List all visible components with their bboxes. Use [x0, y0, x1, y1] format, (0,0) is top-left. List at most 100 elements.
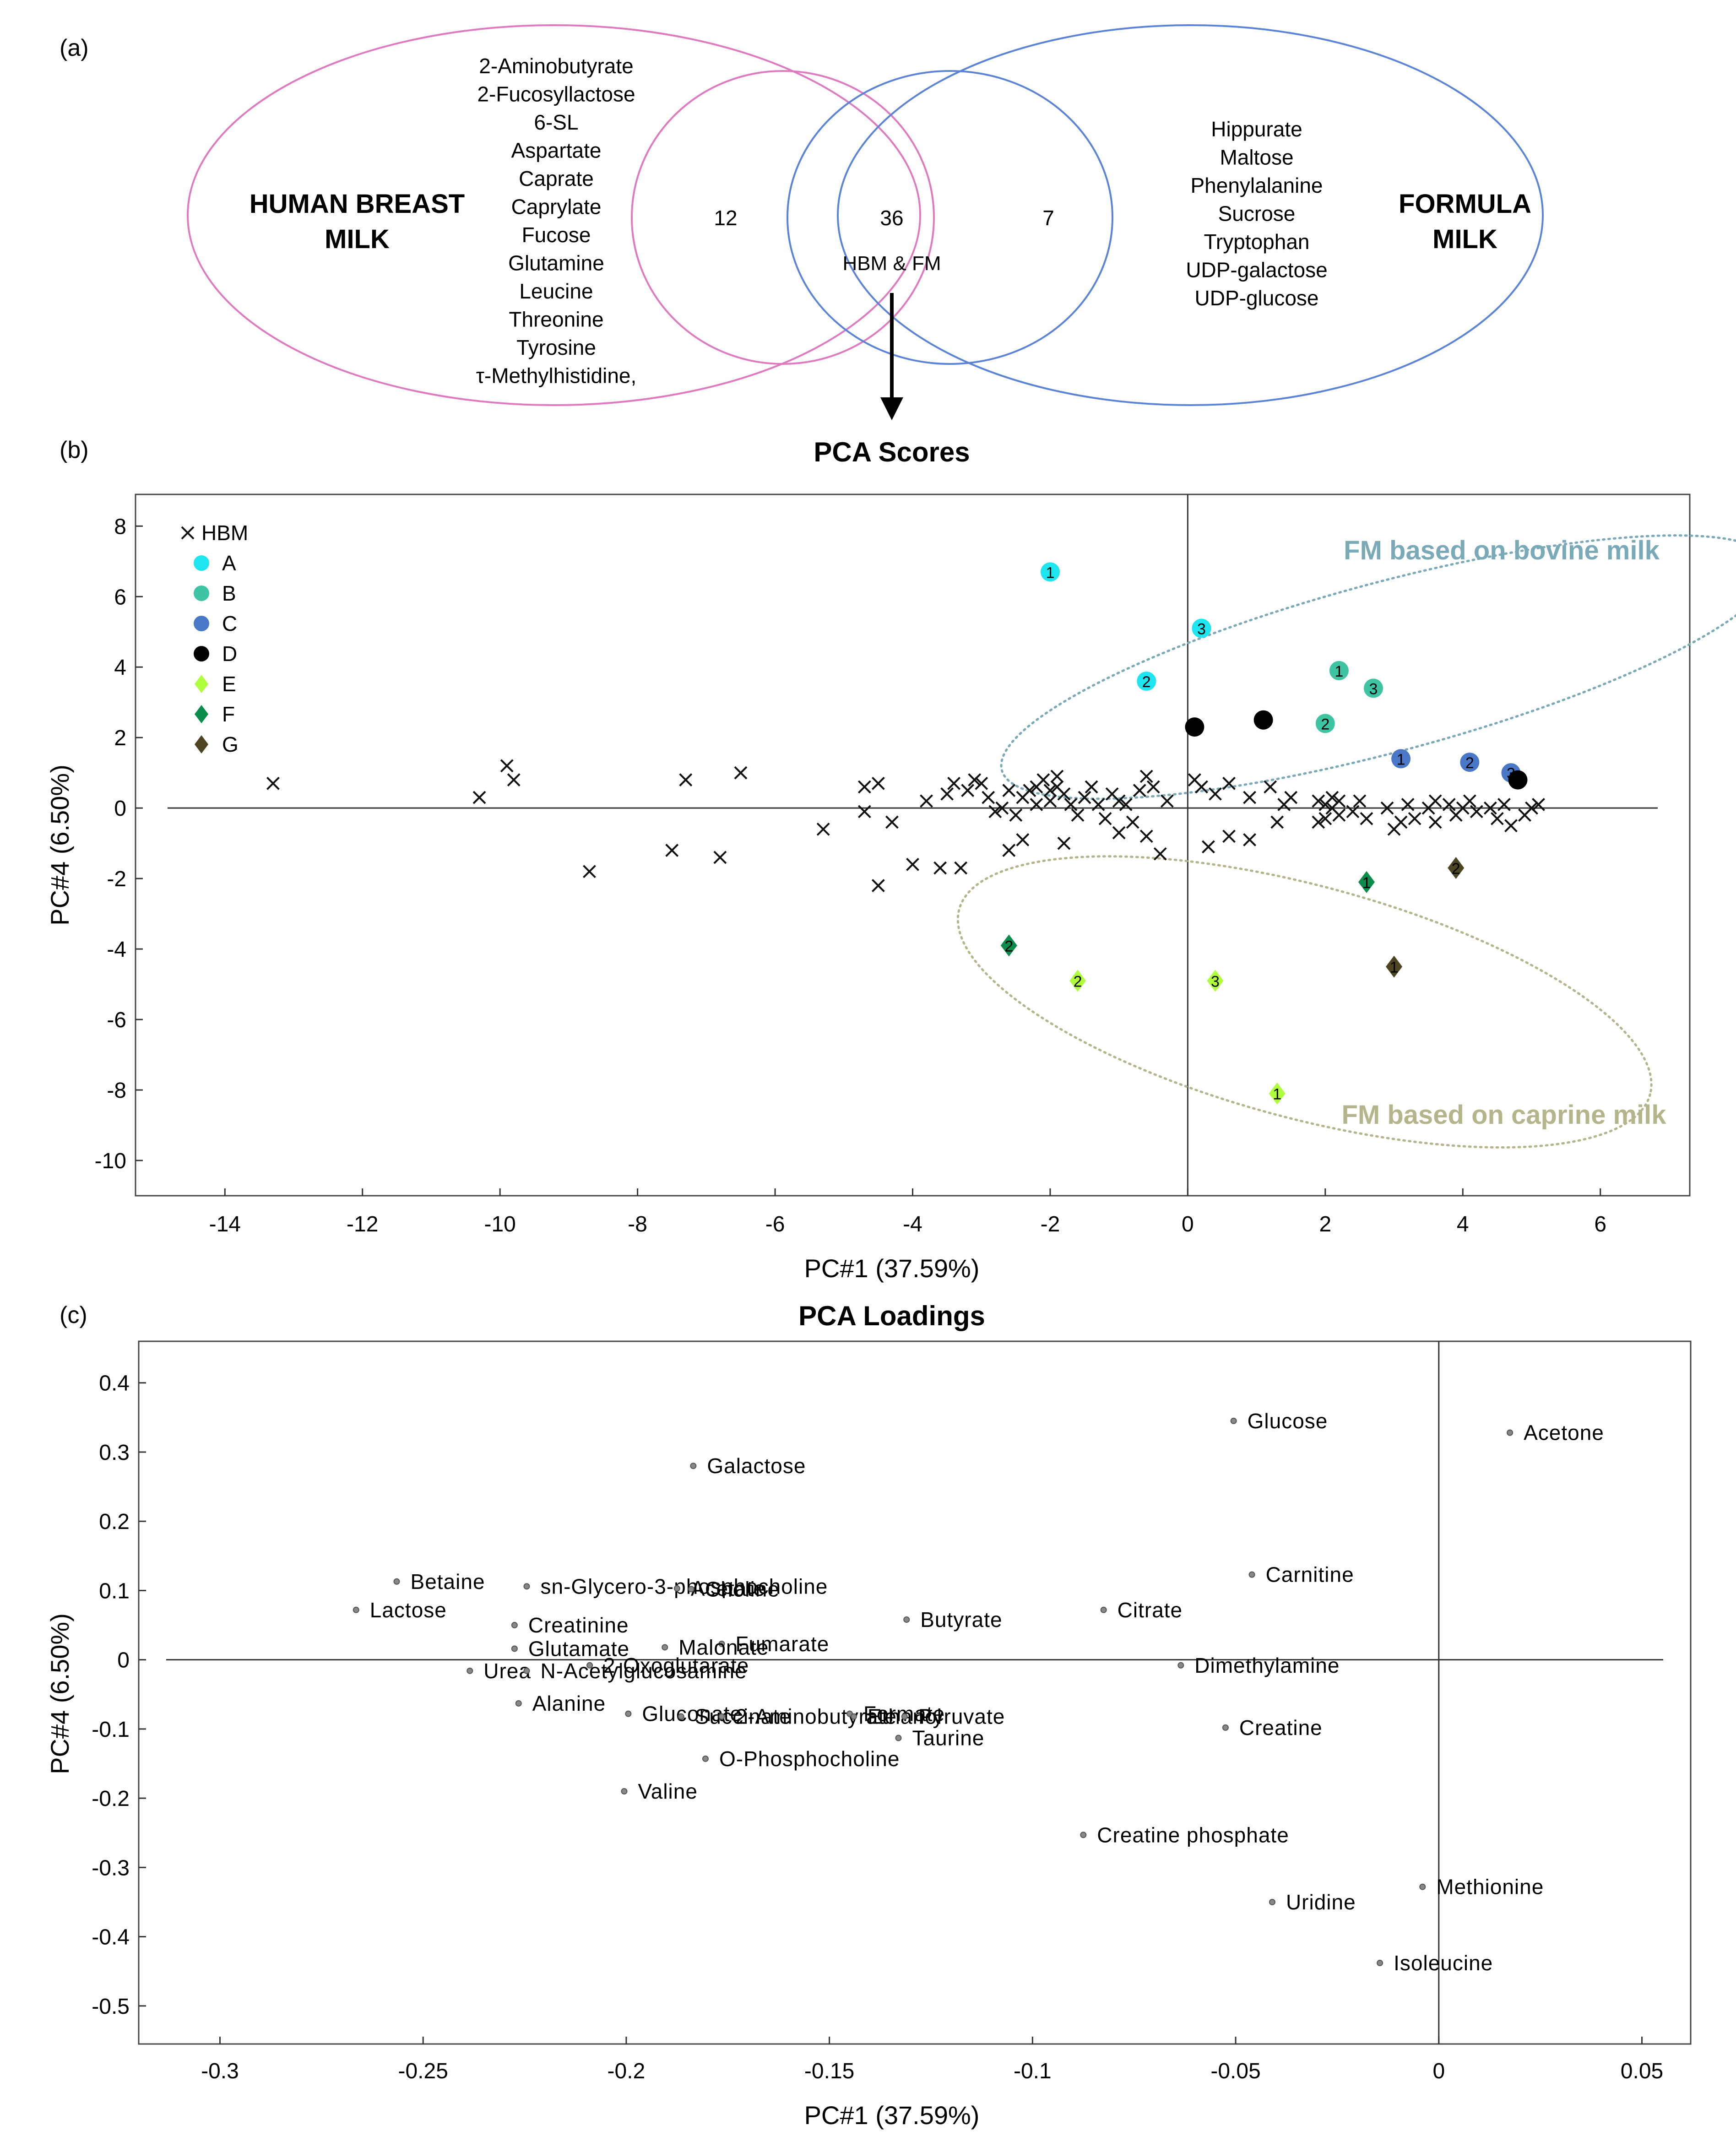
loading-marker	[523, 1583, 530, 1590]
loading-marker	[1100, 1606, 1107, 1613]
cross-stroke	[1105, 787, 1119, 801]
cross-stroke	[933, 861, 947, 875]
legend-hbm-marker	[181, 526, 195, 540]
cross-stroke	[1016, 833, 1030, 846]
panel-a-label: (a)	[60, 35, 89, 61]
cross-stroke	[500, 759, 514, 773]
hbm-point	[961, 784, 975, 797]
cross-stroke	[1002, 844, 1016, 857]
hbm-point	[1490, 812, 1504, 825]
cross-stroke	[1064, 798, 1078, 811]
loading-label: Citrate	[1118, 1598, 1183, 1622]
hbm-point	[713, 851, 727, 864]
panel-b-label: (b)	[60, 437, 89, 463]
loadings-xtick-label: 0.05	[1621, 2059, 1663, 2083]
cross-stroke	[968, 773, 982, 786]
hbm-point	[871, 879, 885, 892]
hbm-point	[1483, 801, 1497, 815]
legend-circle-marker	[194, 586, 209, 601]
hbm-outer-ellipse	[187, 24, 921, 406]
cross-stroke	[871, 776, 885, 790]
scores-confidence-ellipse	[1000, 534, 1736, 800]
cross-stroke	[1098, 812, 1112, 825]
cross-stroke	[1036, 773, 1050, 786]
scores-ytick-label: 8	[114, 515, 126, 539]
legend-item-G: G	[195, 732, 239, 756]
cross-stroke	[1532, 798, 1545, 811]
loading-marker	[1377, 1960, 1383, 1967]
hbm-point	[1160, 794, 1174, 808]
cross-stroke	[857, 780, 871, 794]
loading-marker	[586, 1662, 593, 1669]
hbm-point	[1284, 791, 1298, 804]
scores-ytick-label: -8	[107, 1079, 126, 1103]
hbm-point	[1394, 815, 1408, 829]
loading-point: Isoleucine	[1377, 1951, 1493, 1975]
cross-stroke	[1312, 794, 1325, 808]
cross-stroke	[871, 879, 885, 892]
cross-stroke	[1428, 815, 1442, 829]
legend-label: D	[222, 642, 237, 666]
hbm-point	[933, 861, 947, 875]
loading-marker	[625, 1710, 632, 1717]
scores-xtick-label: -8	[628, 1212, 647, 1236]
cross-stroke	[1325, 791, 1339, 804]
loading-marker	[515, 1700, 522, 1707]
shared-count: 36	[880, 206, 903, 230]
loading-label: Taurine	[912, 1726, 985, 1750]
cross-stroke	[1270, 815, 1284, 829]
fm-point-B: 2	[1315, 714, 1335, 733]
scores-xtick-label: -12	[347, 1212, 378, 1236]
loading-point: Acetate	[673, 1577, 765, 1600]
pca-scores-panel: (b) PCA Scores -14 -12 -10 -8 -6 -4 -2 0 2 4 6-10-…	[45, 437, 1736, 1283]
loading-point: Butyrate	[903, 1608, 1002, 1632]
legend-diamond-marker	[195, 705, 208, 723]
hbm-point	[1380, 801, 1394, 815]
fm-point-label: 2	[1465, 754, 1474, 772]
cross-stroke	[1091, 798, 1105, 811]
loading-label: Galactose	[707, 1454, 806, 1478]
legend-diamond-marker	[195, 735, 208, 754]
loadings-xtick-label: 0	[1432, 2059, 1445, 2083]
hbm-point	[857, 805, 871, 819]
loading-label: Acetate	[691, 1577, 765, 1600]
loadings-xtick-label: -0.1	[1014, 2059, 1052, 2083]
cross-stroke	[1030, 798, 1043, 811]
cross-stroke	[1346, 805, 1360, 819]
loading-point: Valine	[621, 1779, 697, 1803]
loadings-axes	[166, 1341, 1663, 2044]
loading-label: Isoleucine	[1394, 1951, 1493, 1975]
loading-point: Alanine	[515, 1691, 605, 1715]
fm-point-F: 2	[1000, 934, 1017, 957]
cross-stroke	[1146, 780, 1160, 794]
loadings-ticks: -0.3 -0.25 -0.2 -0.15 -0.1 -0.05 0 0.05 0.4 0.3 0.…	[92, 1372, 1663, 2083]
hbm-point	[1002, 784, 1016, 797]
hbm-point	[1057, 787, 1071, 801]
fm-only-count: 7	[1042, 206, 1054, 230]
hbm-point	[1325, 791, 1339, 804]
loading-label: Malonate	[678, 1635, 769, 1659]
legend-item-A: A	[194, 551, 236, 575]
loading-point: Dimethylamine	[1177, 1654, 1339, 1677]
fm-point-A: 2	[1137, 672, 1156, 691]
hbm-point	[500, 759, 514, 773]
legend-item-F: F	[195, 702, 235, 726]
cross-stroke	[988, 805, 1002, 819]
loading-point: Malonate	[662, 1635, 769, 1659]
cross-stroke	[1243, 833, 1256, 846]
fm-point-label: 1	[1362, 874, 1371, 892]
cross-stroke	[181, 526, 195, 540]
loading-label: Urea	[483, 1659, 531, 1683]
loading-marker	[718, 1713, 725, 1720]
scores-ticks: -14 -12 -10 -8 -6 -4 -2 0 2 4 6 -10 -8 -6 -4 -2 0 2 4 6 8	[95, 515, 1606, 1236]
cross-stroke	[1139, 829, 1153, 843]
scores-xtick-label: 4	[1457, 1212, 1469, 1236]
loading-marker	[1419, 1883, 1426, 1890]
fm-only-metabolite: Tryptophan	[1204, 230, 1310, 254]
cross-stroke	[1078, 791, 1091, 804]
cross-stroke	[1057, 836, 1071, 850]
loading-point: Betaine	[393, 1570, 485, 1594]
pca-arrow-head	[880, 397, 903, 420]
hbm-point	[1525, 801, 1538, 815]
scores-ellipses	[956, 534, 1736, 1149]
